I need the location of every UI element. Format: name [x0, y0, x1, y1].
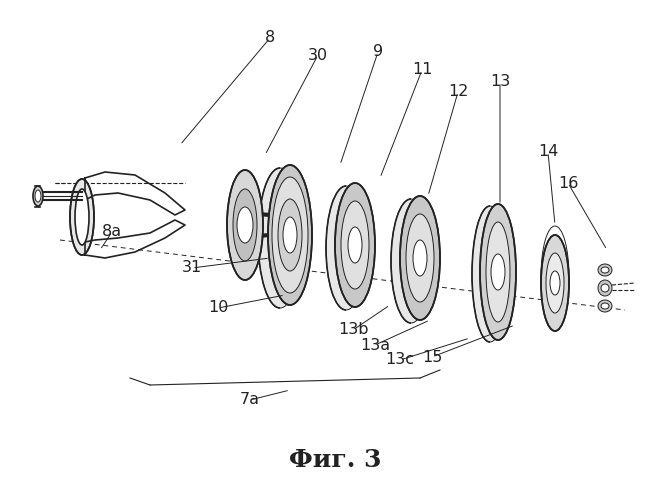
- Ellipse shape: [237, 207, 253, 243]
- Ellipse shape: [546, 253, 564, 313]
- Ellipse shape: [598, 300, 612, 312]
- Ellipse shape: [268, 165, 312, 305]
- Ellipse shape: [272, 177, 308, 293]
- Text: 11: 11: [412, 62, 432, 78]
- Text: 14: 14: [538, 144, 558, 160]
- Text: 13a: 13a: [360, 338, 390, 352]
- Text: 13: 13: [490, 74, 510, 90]
- Text: Фиг. 3: Фиг. 3: [289, 448, 381, 472]
- Ellipse shape: [227, 170, 263, 280]
- Ellipse shape: [400, 196, 440, 320]
- Text: 30: 30: [308, 48, 328, 62]
- Text: 8: 8: [265, 30, 275, 46]
- Text: 15: 15: [422, 350, 442, 364]
- Ellipse shape: [335, 183, 375, 307]
- Ellipse shape: [70, 179, 94, 255]
- Text: 12: 12: [448, 84, 468, 100]
- Ellipse shape: [75, 189, 89, 245]
- Text: 13b: 13b: [338, 322, 368, 338]
- Text: 10: 10: [208, 300, 228, 316]
- Text: 7a: 7a: [240, 392, 260, 407]
- Ellipse shape: [541, 235, 569, 331]
- Text: 8a: 8a: [102, 224, 122, 240]
- Ellipse shape: [601, 303, 609, 309]
- Ellipse shape: [348, 227, 362, 263]
- Ellipse shape: [233, 189, 257, 261]
- Ellipse shape: [601, 284, 609, 292]
- Ellipse shape: [391, 199, 431, 323]
- Ellipse shape: [491, 254, 505, 290]
- Text: 16: 16: [558, 176, 578, 190]
- Ellipse shape: [258, 168, 302, 308]
- Ellipse shape: [472, 206, 508, 342]
- Ellipse shape: [413, 240, 427, 276]
- Ellipse shape: [550, 271, 560, 295]
- Ellipse shape: [598, 280, 612, 296]
- Ellipse shape: [486, 222, 510, 322]
- Ellipse shape: [341, 201, 369, 289]
- Text: 13c: 13c: [386, 352, 415, 368]
- Ellipse shape: [326, 186, 366, 310]
- Ellipse shape: [283, 217, 297, 253]
- Ellipse shape: [480, 204, 516, 340]
- Ellipse shape: [35, 190, 41, 202]
- Ellipse shape: [278, 199, 302, 271]
- Ellipse shape: [33, 186, 43, 206]
- Text: 9: 9: [373, 44, 383, 60]
- Text: 31: 31: [182, 260, 202, 276]
- Ellipse shape: [406, 214, 434, 302]
- Ellipse shape: [601, 267, 609, 273]
- Ellipse shape: [598, 264, 612, 276]
